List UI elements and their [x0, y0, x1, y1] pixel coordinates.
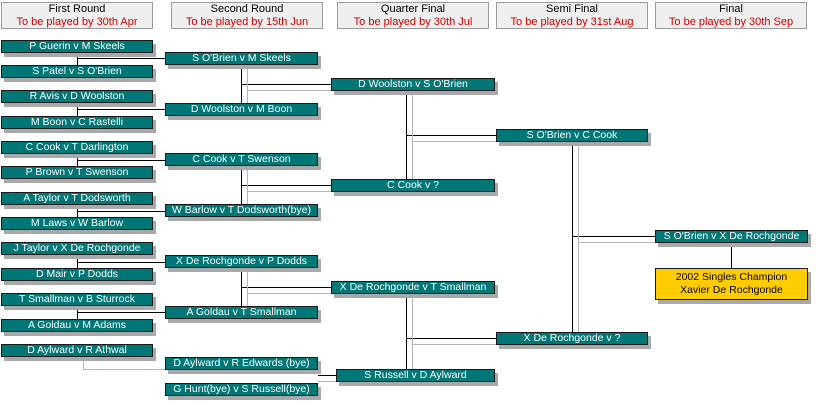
match-box[interactable]: J Taylor v X De Rochgonde — [1, 242, 153, 255]
match-box[interactable]: C Cook v ? — [331, 179, 495, 192]
match-box[interactable]: M Laws v W Barlow — [1, 217, 153, 230]
match-box[interactable]: S Patel v S O'Brien — [1, 65, 153, 78]
connector-line — [318, 375, 336, 376]
round-title: Final — [719, 3, 743, 15]
connector-line — [77, 262, 165, 263]
match-box[interactable]: D Aylward v R Athwal — [1, 344, 153, 357]
match-box[interactable]: G Hunt(bye) v S Russell(bye) — [165, 383, 318, 396]
connector-line — [412, 91, 413, 179]
connector-line — [241, 84, 331, 85]
round-title: Quarter Final — [380, 3, 446, 15]
round-title: First Round — [48, 3, 106, 15]
connector-line — [77, 204, 78, 217]
match-box[interactable]: S Russell v D Aylward — [336, 369, 495, 382]
round-deadline: To be played by 30th Jul — [353, 16, 473, 28]
round-deadline: To be played by 15th Jun — [185, 16, 309, 28]
connector-line — [241, 185, 331, 186]
connector-line — [412, 294, 413, 369]
round-deadline: To be played by 31st Aug — [510, 16, 634, 28]
connector-line — [77, 211, 165, 212]
match-box[interactable]: D Woolston v S O'Brien — [331, 78, 495, 91]
connector-line — [83, 357, 84, 369]
connector-line — [731, 243, 732, 268]
round-header-final: Final To be played by 30th Sep — [655, 2, 807, 29]
connector-line — [406, 338, 496, 339]
connector-line — [578, 142, 579, 332]
match-box[interactable]: S O'Brien v C Cook — [496, 129, 648, 142]
connector-line — [241, 287, 331, 288]
match-box[interactable]: X De Rochgonde v T Smallman — [331, 281, 495, 294]
connector-line — [578, 242, 655, 243]
match-box[interactable]: A Goldau v M Adams — [1, 319, 153, 332]
round-header-second: Second Round To be played by 15th Jun — [171, 2, 323, 29]
match-box[interactable]: X De Rochgonde v ? — [496, 332, 648, 345]
connector-line — [247, 65, 248, 109]
connector-line — [77, 255, 78, 268]
round-deadline: To be played by 30th Apr — [16, 16, 138, 28]
connector-line — [247, 191, 331, 192]
match-box[interactable]: A Goldau v T Smallman — [165, 306, 318, 319]
round-header-quarter: Quarter Final To be played by 30th Jul — [337, 2, 489, 29]
connector-line — [77, 58, 165, 59]
round-title: Second Round — [210, 3, 284, 15]
match-box[interactable]: C Cook v T Darlington — [1, 141, 153, 154]
round-deadline: To be played by 30th Sep — [668, 16, 794, 28]
champion-box: 2002 Singles Champion Xavier De Rochgond… — [655, 268, 808, 300]
connector-line — [406, 294, 407, 369]
connector-line — [318, 381, 336, 382]
round-header-semi: Semi Final To be played by 31st Aug — [496, 2, 648, 29]
champion-name: Xavier De Rochgonde — [680, 284, 783, 296]
connector-line — [247, 293, 331, 294]
connector-line — [406, 135, 496, 136]
match-box[interactable]: T Smallman v B Sturrock — [1, 293, 153, 306]
connector-line — [412, 141, 496, 142]
connector-line — [572, 236, 655, 237]
connector-line — [247, 166, 248, 210]
match-box[interactable]: A Taylor v T Dodsworth — [1, 192, 153, 205]
connector-line — [77, 153, 78, 166]
match-box[interactable]: D Aylward v R Edwards (bye) — [165, 357, 318, 370]
round-title: Semi Final — [546, 3, 598, 15]
connector-line — [412, 344, 496, 345]
match-box[interactable]: W Barlow v T Dodsworth(bye) — [165, 204, 318, 217]
connector-line — [247, 90, 331, 91]
connector-line — [247, 268, 248, 312]
champion-title: 2002 Singles Champion — [675, 271, 788, 283]
connector-line — [83, 369, 165, 370]
connector-line — [77, 312, 165, 313]
connector-line — [77, 160, 165, 161]
match-box[interactable]: S O'Brien v M Skeels — [165, 52, 318, 65]
match-box[interactable]: C Cook v T Swenson — [165, 153, 318, 166]
match-box[interactable]: R Avis v D Woolston — [1, 90, 153, 103]
match-box[interactable]: X De Rochgonde v P Dodds — [165, 255, 318, 268]
match-box[interactable]: D Mair v P Dodds — [1, 268, 153, 281]
match-box[interactable]: D Woolston v M Boon — [165, 103, 318, 116]
match-box[interactable]: M Boon v C Rastelli — [1, 116, 153, 129]
match-box-final[interactable]: S O'Brien v X De Rochgonde — [655, 230, 808, 243]
connector-line — [77, 109, 165, 110]
match-box[interactable]: P Brown v T Swenson — [1, 166, 153, 179]
connector-line — [572, 142, 573, 332]
match-box[interactable]: P Guerin v M Skeels — [1, 40, 153, 53]
round-header-first: First Round To be played by 30th Apr — [1, 2, 153, 29]
